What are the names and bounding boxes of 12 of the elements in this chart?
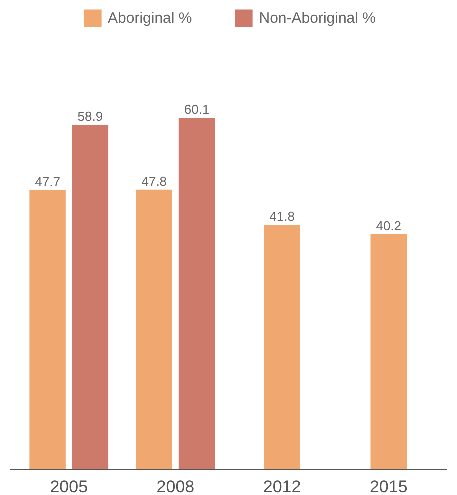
data-label: 47.8 xyxy=(142,174,168,189)
data-label: 58.9 xyxy=(78,109,104,124)
data-label: 40.2 xyxy=(376,218,402,234)
data-label: 47.7 xyxy=(35,174,60,190)
legend-label: Aboriginal % xyxy=(108,10,192,26)
x-tick-label: 2012 xyxy=(263,478,302,495)
data-label: 60.1 xyxy=(184,102,210,117)
x-tick-label: 2005 xyxy=(50,478,88,495)
x-tick-label: 2015 xyxy=(370,478,408,495)
data-label: 41.8 xyxy=(270,209,295,224)
x-tick-label: 2008 xyxy=(156,478,195,495)
legend-label: Non-Aboriginal % xyxy=(259,10,376,26)
